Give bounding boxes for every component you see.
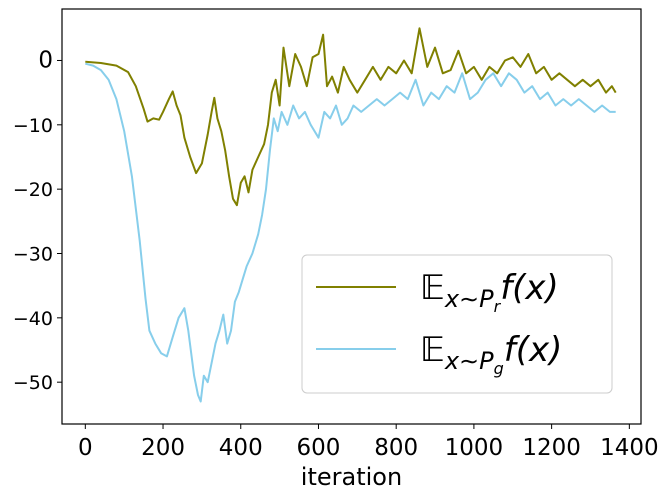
series-line-real (85, 27, 617, 207)
lines-layer (85, 27, 617, 403)
x-tick-label: 1400 (600, 435, 659, 461)
y-tick-label: −30 (13, 243, 53, 265)
legend-subscript: x∼P (444, 347, 494, 375)
legend-e-symbol: 𝔼 (420, 268, 445, 308)
legend-subsubscript: r (494, 297, 502, 316)
x-tick-label: 400 (219, 435, 263, 461)
legend-fx: f(x) (504, 330, 563, 370)
legend-subscript: x∼P (444, 285, 494, 313)
legend-box (301, 254, 613, 394)
y-tick-label: −50 (13, 372, 53, 394)
y-tick-label: −10 (13, 115, 53, 137)
legend-fx: f(x) (500, 268, 559, 308)
plot-frame (61, 8, 642, 425)
legend: 𝔼x∼Prf(x) 𝔼x∼Pgf(x) (301, 254, 613, 394)
series-line-generated (85, 62, 616, 403)
legend-label-generated: 𝔼x∼Pgf(x) (420, 330, 562, 378)
legend-e-symbol: 𝔼 (420, 330, 445, 370)
x-tick-label: 200 (141, 435, 185, 461)
x-tick-label: 0 (78, 435, 93, 461)
x-axis-label: iteration (301, 463, 402, 491)
ticks-layer: 0 200 400 600 800 1000 1200 1400 0 −10 −20 −30 −40 −5… (13, 47, 659, 461)
y-tick-label: 0 (38, 47, 53, 73)
legend-subsubscript: g (494, 359, 504, 378)
y-tick-label: −20 (13, 179, 53, 201)
x-tick-label: 800 (374, 435, 418, 461)
x-tick-label: 600 (297, 435, 341, 461)
legend-label-real: 𝔼x∼Prf(x) (420, 268, 559, 316)
x-tick-label: 1200 (522, 435, 581, 461)
x-tick-label: 1000 (445, 435, 504, 461)
y-tick-label: −40 (13, 308, 53, 330)
